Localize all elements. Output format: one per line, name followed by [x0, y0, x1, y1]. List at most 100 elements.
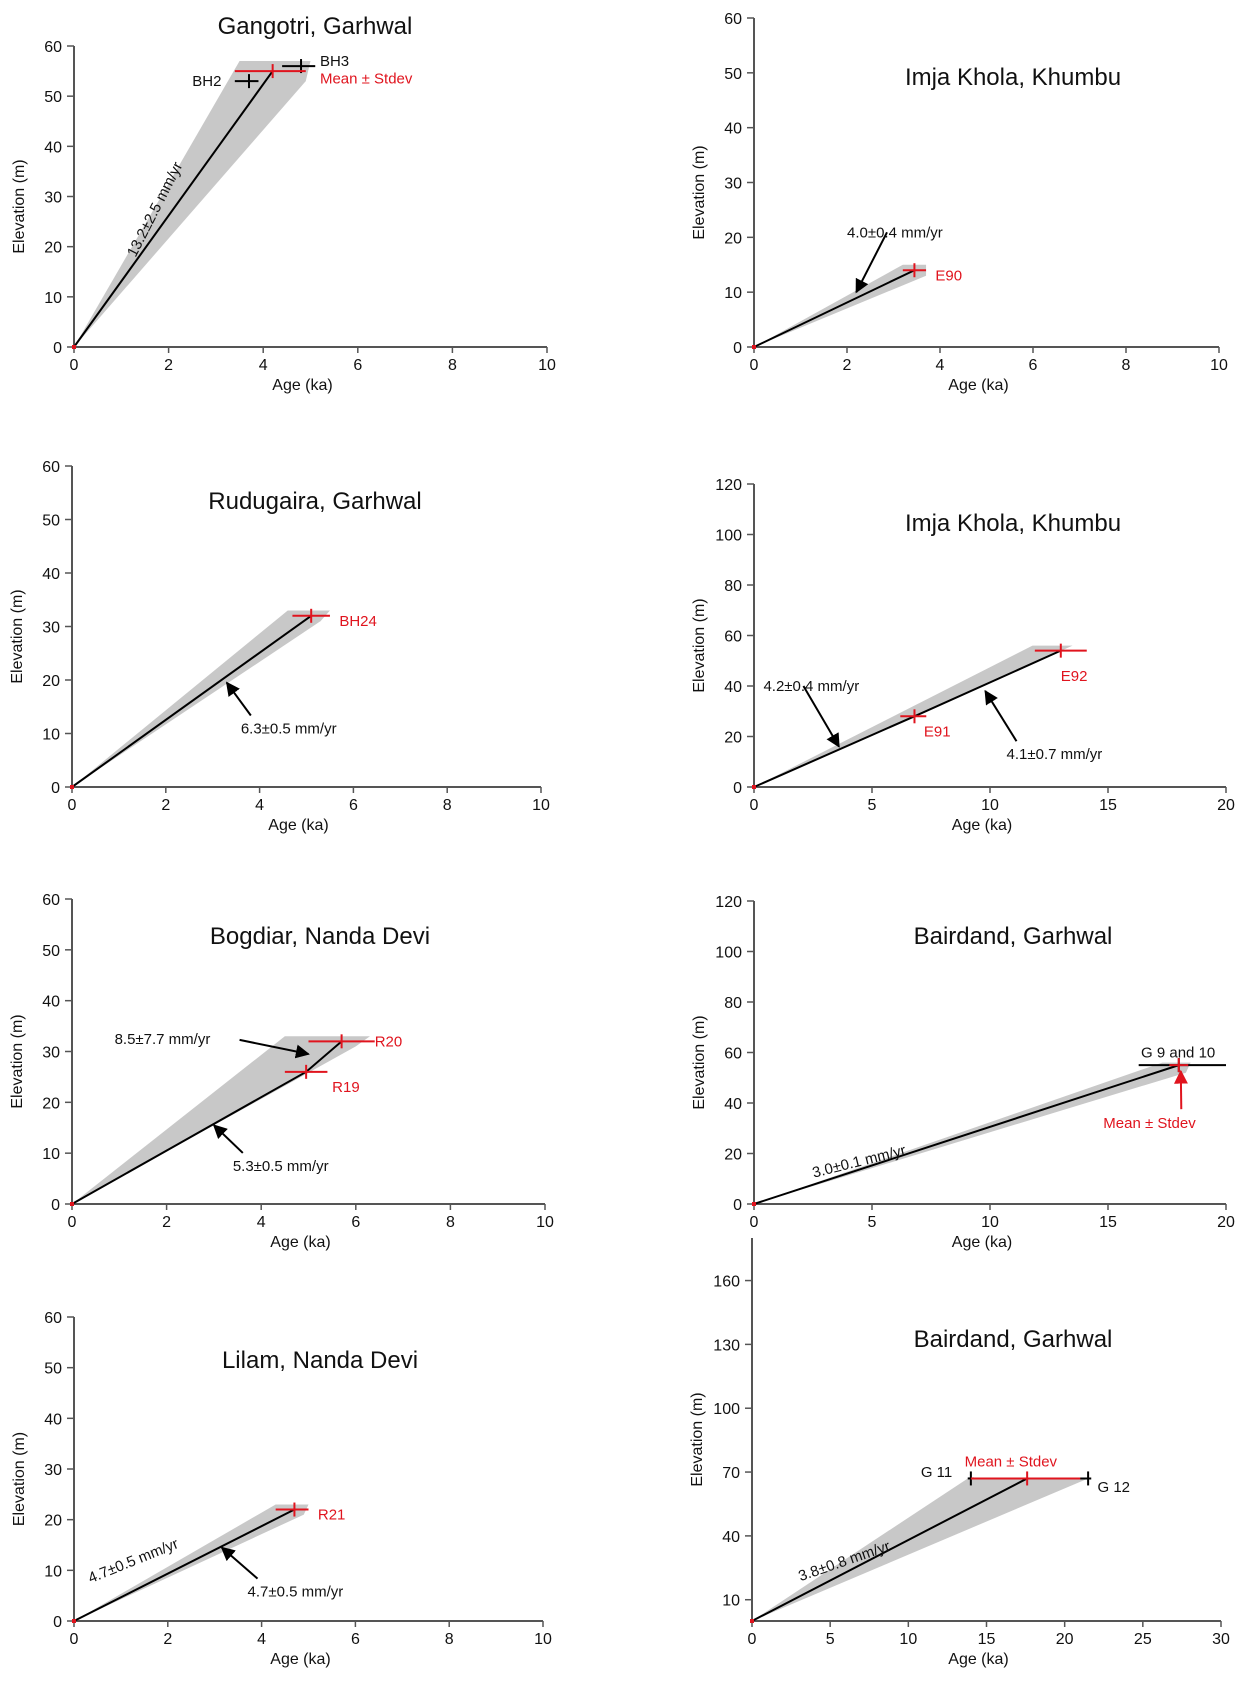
panel-title: Bairdand, Garhwal [914, 1326, 1113, 1353]
rate-annotation: 4.7±0.5 mm/yr [248, 1584, 344, 1601]
sample-label: G 9 and 10 [1141, 1045, 1215, 1062]
y-tick-label: 80 [724, 578, 742, 595]
y-tick-label: 100 [713, 1401, 740, 1418]
y-tick-label: 50 [42, 513, 60, 530]
y-tick-label: 30 [44, 190, 62, 207]
x-tick-label: 8 [1122, 357, 1131, 374]
annotation-arrow [239, 1038, 310, 1059]
x-tick-label: 2 [843, 357, 852, 374]
x-tick-label: 2 [164, 357, 173, 374]
origin-point [70, 785, 74, 789]
x-tick-label: 10 [532, 797, 550, 814]
x-axis-title: Age (ka) [952, 817, 1012, 834]
incision-rate-line [753, 269, 915, 348]
x-tick-label: 10 [538, 357, 556, 374]
origin-point [72, 345, 76, 349]
rate-annotation: 5.3±0.5 mm/yr [233, 1158, 329, 1175]
y-axis-title: Elevation (m) [691, 1015, 708, 1109]
x-tick-label: 6 [351, 1214, 360, 1231]
y-tick-label: 60 [44, 1310, 62, 1327]
sample-label: BH2 [192, 73, 221, 90]
chart-panel-2: 0 2 4 6 8 10 0 10 20 30 40 50 60 Age (ka) Elevation (m… [691, 11, 1228, 394]
annotation-arrow [984, 689, 1018, 742]
y-axis-title: Elevation (m) [9, 589, 26, 683]
y-axis-title: Elevation (m) [691, 145, 708, 239]
y-tick-label: 0 [733, 340, 742, 357]
incision-rate-line [71, 614, 312, 788]
y-tick-label: 60 [44, 39, 62, 56]
x-tick-label: 10 [899, 1631, 917, 1648]
x-tick-label: 0 [748, 1631, 757, 1648]
y-tick-label: 0 [51, 780, 60, 797]
origin-point [70, 1202, 74, 1206]
panel-title: Rudugaira, Garhwal [208, 488, 421, 515]
uncertainty-band [752, 1478, 1089, 1621]
y-tick-label: 30 [724, 176, 742, 193]
x-tick-label: 5 [868, 797, 877, 814]
y-tick-label: 40 [724, 1096, 742, 1113]
sample-label: Mean ± Stdev [320, 71, 413, 88]
sample-label: Mean ± Stdev [965, 1453, 1058, 1470]
annotation-arrow [212, 1124, 244, 1154]
y-tick-label: 20 [724, 1147, 742, 1164]
y-tick-label: 40 [44, 139, 62, 156]
sample-label: R20 [375, 1033, 403, 1050]
y-tick-label: 60 [724, 629, 742, 646]
x-tick-label: 6 [353, 357, 362, 374]
x-tick-label: 10 [534, 1631, 552, 1648]
x-tick-label: 4 [936, 357, 945, 374]
y-tick-label: 120 [715, 477, 742, 494]
x-tick-label: 10 [981, 1214, 999, 1231]
x-tick-label: 25 [1134, 1631, 1152, 1648]
y-tick-label: 60 [724, 1046, 742, 1063]
sample-label: E90 [935, 268, 962, 285]
incision-rate-line [73, 1508, 295, 1622]
x-tick-label: 0 [70, 1631, 79, 1648]
x-tick-label: 30 [1212, 1631, 1230, 1648]
y-tick-label: 160 [713, 1274, 740, 1291]
x-tick-label: 4 [259, 357, 268, 374]
y-tick-label: 20 [724, 730, 742, 747]
chart-panel-3: 0 2 4 6 8 10 0 10 20 30 40 50 60 Age (ka) Elevation (m… [9, 459, 550, 834]
chart-panel-5: 0 2 4 6 8 10 0 10 20 30 40 50 60 Age (ka) Elevation (m… [9, 892, 554, 1251]
y-tick-label: 10 [42, 727, 60, 744]
incision-rate-line [751, 1477, 1028, 1622]
annotation-arrow [802, 685, 840, 748]
x-tick-label: 0 [68, 1214, 77, 1231]
y-tick-label: 70 [722, 1465, 740, 1482]
y-tick-label: 50 [724, 66, 742, 83]
y-tick-label: 40 [44, 1411, 62, 1428]
rate-annotation: 4.2±0.4 mm/yr [763, 678, 859, 695]
x-tick-label: 6 [1029, 357, 1038, 374]
y-tick-label: 10 [44, 1563, 62, 1580]
x-axis-title: Age (ka) [948, 1651, 1008, 1668]
rate-annotation: 4.1±0.7 mm/yr [1007, 746, 1103, 763]
y-tick-label: 80 [724, 995, 742, 1012]
x-tick-label: 15 [1099, 1214, 1117, 1231]
panel-title: Gangotri, Garhwal [218, 13, 413, 40]
x-tick-label: 15 [1099, 797, 1117, 814]
y-tick-label: 40 [42, 994, 60, 1011]
y-tick-label: 130 [713, 1337, 740, 1354]
x-tick-label: 20 [1217, 797, 1235, 814]
y-axis-title: Elevation (m) [9, 1014, 26, 1108]
x-axis-title: Age (ka) [268, 817, 328, 834]
x-tick-label: 6 [351, 1631, 360, 1648]
y-tick-label: 40 [724, 121, 742, 138]
y-tick-label: 60 [42, 459, 60, 476]
sample-label: R21 [318, 1507, 346, 1524]
x-tick-label: 8 [446, 1214, 455, 1231]
y-tick-label: 10 [722, 1593, 740, 1610]
incision-rate-line [73, 70, 274, 348]
sample-label: E92 [1061, 668, 1088, 685]
x-tick-label: 20 [1217, 1214, 1235, 1231]
y-tick-label: 40 [724, 679, 742, 696]
sample-label: BH3 [320, 53, 349, 70]
x-tick-label: 0 [750, 797, 759, 814]
x-tick-label: 0 [750, 1214, 759, 1231]
x-tick-label: 5 [868, 1214, 877, 1231]
y-tick-label: 120 [715, 894, 742, 911]
sample-label: BH24 [339, 613, 377, 630]
y-tick-label: 10 [724, 285, 742, 302]
y-tick-label: 30 [42, 620, 60, 637]
